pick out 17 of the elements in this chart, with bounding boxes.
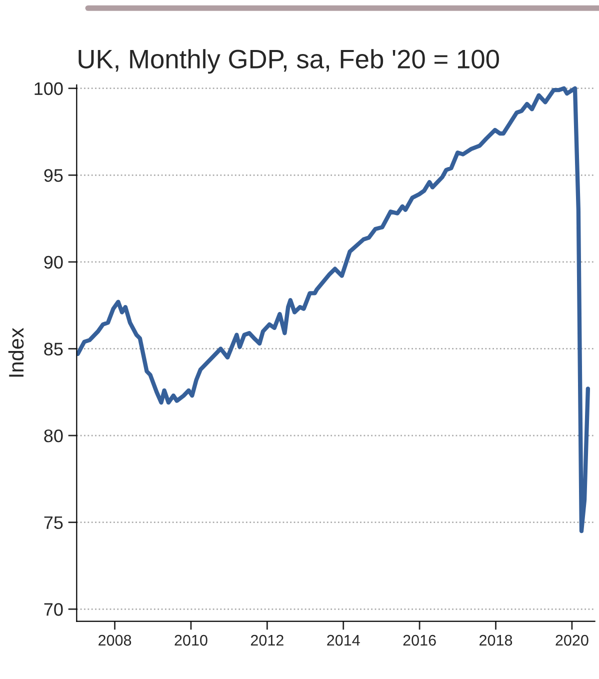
y-tick-label: 85 xyxy=(44,342,63,356)
x-tick-label: 2020 xyxy=(556,634,588,646)
y-axis-title: Index xyxy=(8,328,24,377)
x-tick-label: 2014 xyxy=(327,634,360,646)
x-tick-label: 2016 xyxy=(403,634,436,646)
y-tick-label: 90 xyxy=(44,256,63,269)
y-tick-label: 100 xyxy=(34,82,63,96)
x-tick-label: 2010 xyxy=(174,634,208,646)
y-tick-label: 95 xyxy=(44,169,63,182)
x-tick-label: 2018 xyxy=(480,634,512,646)
y-tick-label: 70 xyxy=(44,603,63,616)
x-tick-label: 2012 xyxy=(250,634,284,646)
y-tick-label: 75 xyxy=(44,516,63,530)
y-tick-label: 80 xyxy=(44,429,63,442)
chart-title: UK, Monthly GDP, sa, Feb '20 = 100 xyxy=(78,49,499,74)
line-series xyxy=(76,86,590,534)
x-tick-label: 2008 xyxy=(98,634,132,646)
